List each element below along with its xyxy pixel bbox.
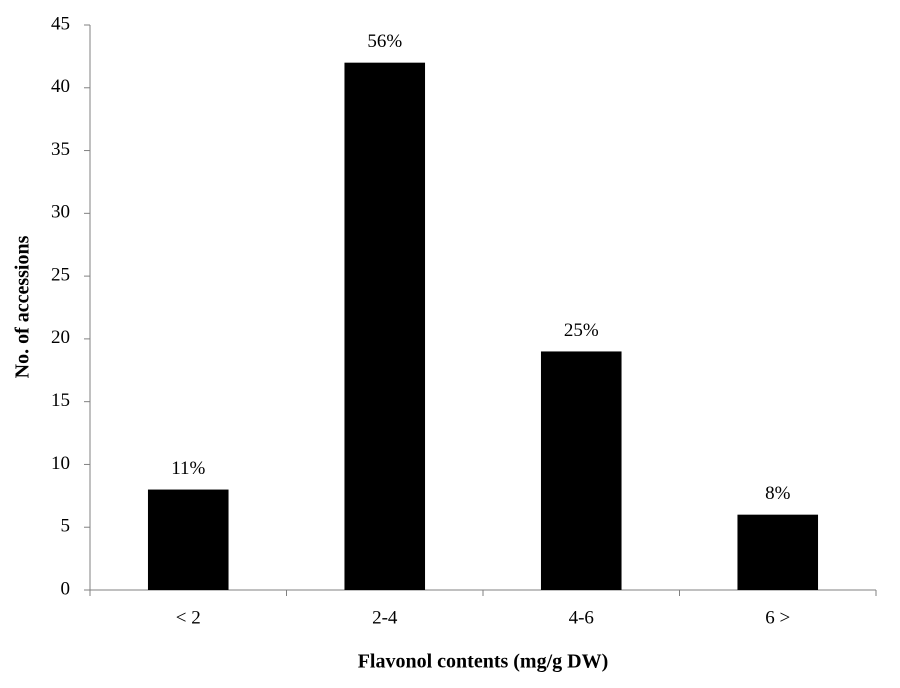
x-tick-label: 4-6: [569, 607, 594, 628]
bar-annotation: 56%: [367, 31, 402, 52]
y-tick-label: 40: [51, 76, 70, 97]
bar-annotation: 11%: [171, 458, 205, 479]
bar: [737, 514, 819, 590]
x-tick-label: < 2: [176, 607, 201, 628]
bar-annotation: 8%: [765, 483, 791, 504]
bar: [540, 351, 622, 590]
x-axis-title: Flavonol contents (mg/g DW): [358, 651, 609, 673]
bar: [147, 489, 229, 590]
y-tick-label: 15: [51, 390, 70, 411]
y-tick-label: 45: [51, 13, 70, 34]
y-tick-label: 10: [51, 453, 70, 474]
y-tick-label: 20: [51, 327, 70, 348]
bar: [344, 62, 426, 590]
y-tick-label: 25: [51, 264, 70, 285]
y-tick-label: 35: [51, 139, 70, 160]
bar-annotation: 25%: [564, 320, 599, 341]
y-tick-label: 0: [61, 578, 71, 599]
y-tick-label: 30: [51, 202, 70, 223]
x-tick-label: 2-4: [372, 607, 398, 628]
y-tick-label: 5: [61, 516, 71, 537]
y-axis-title: No. of accessions: [12, 235, 34, 378]
x-tick-label: 6 >: [765, 607, 790, 628]
